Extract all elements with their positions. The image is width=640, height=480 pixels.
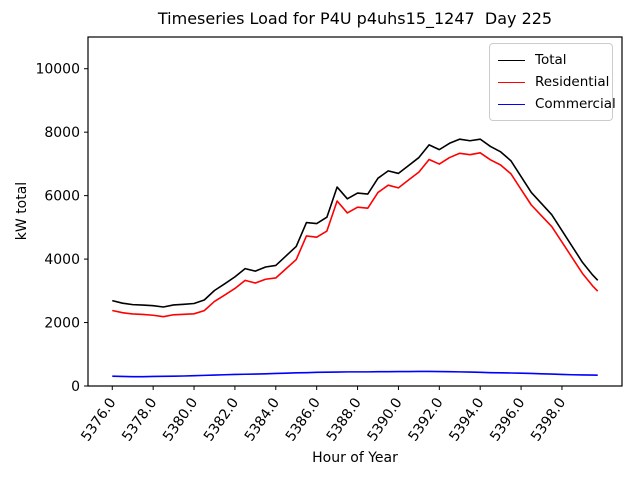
total-line bbox=[112, 138, 599, 308]
residential-line-swatch bbox=[498, 81, 525, 83]
commercial-line-swatch bbox=[498, 103, 525, 105]
y-axis-label: kW total bbox=[14, 181, 30, 241]
legend-item-residential: Residential bbox=[498, 71, 609, 93]
x-tick-label: 5386.0 bbox=[283, 395, 324, 444]
x-tick-label: 5392.0 bbox=[405, 395, 446, 444]
x-tick-label: 5378.0 bbox=[119, 395, 160, 444]
y-tick-label: 0 bbox=[71, 379, 80, 395]
legend-label-total: Total bbox=[535, 52, 567, 68]
x-tick-label: 5388.0 bbox=[324, 395, 365, 444]
legend-item-total: Total bbox=[498, 49, 604, 71]
y-tick-label: 8000 bbox=[44, 125, 80, 141]
x-tick-label: 5396.0 bbox=[487, 395, 528, 444]
x-tick-label: 5398.0 bbox=[528, 395, 569, 444]
x-axis-label: Hour of Year bbox=[312, 450, 398, 466]
commercial-line bbox=[112, 370, 598, 378]
legend-item-commercial: Commercial bbox=[498, 93, 616, 115]
legend-label-residential: Residential bbox=[535, 74, 610, 90]
legend-label-commercial: Commercial bbox=[535, 96, 616, 112]
x-tick-label: 5384.0 bbox=[242, 395, 283, 444]
x-tick-label: 5376.0 bbox=[78, 395, 119, 444]
chart-title: Timeseries Load for P4U p4uhs15_1247 Day… bbox=[157, 9, 553, 28]
total-line-swatch bbox=[498, 59, 525, 61]
x-tick-label: 5394.0 bbox=[446, 395, 487, 444]
x-tick-label: 5390.0 bbox=[365, 395, 406, 444]
y-tick-label: 6000 bbox=[44, 189, 80, 205]
x-tick-label: 5382.0 bbox=[201, 395, 242, 444]
axes-frame bbox=[87, 36, 623, 387]
legend: Total Residential Commercial bbox=[489, 43, 616, 121]
residential-line bbox=[112, 152, 599, 318]
y-tick-label: 10000 bbox=[35, 62, 80, 78]
y-tick-label: 4000 bbox=[44, 252, 80, 268]
y-tick-label: 2000 bbox=[44, 316, 80, 332]
x-tick-label: 5380.0 bbox=[160, 395, 201, 444]
